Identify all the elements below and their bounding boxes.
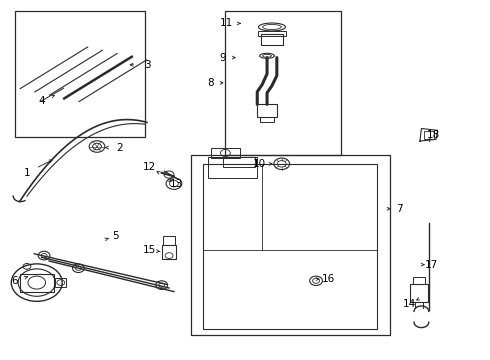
Text: 3: 3 bbox=[144, 60, 150, 70]
Bar bbox=[257, 104, 277, 117]
Text: 8: 8 bbox=[207, 78, 214, 88]
Bar bbox=[261, 34, 283, 45]
Text: 17: 17 bbox=[424, 260, 438, 270]
Bar bbox=[211, 148, 240, 158]
Text: 15: 15 bbox=[143, 245, 156, 255]
Bar bbox=[260, 117, 274, 122]
Text: 14: 14 bbox=[402, 299, 416, 309]
Bar bbox=[258, 31, 286, 36]
Bar bbox=[225, 11, 341, 155]
Bar bbox=[163, 236, 175, 245]
Bar bbox=[191, 155, 390, 335]
Text: 16: 16 bbox=[321, 274, 335, 284]
Text: 9: 9 bbox=[220, 53, 226, 63]
Text: 6: 6 bbox=[11, 276, 18, 286]
Bar bbox=[20, 274, 54, 292]
Text: 11: 11 bbox=[220, 18, 233, 28]
Bar bbox=[413, 277, 425, 284]
Bar bbox=[424, 131, 434, 139]
Bar bbox=[223, 157, 255, 167]
Text: 12: 12 bbox=[143, 162, 156, 172]
Text: 10: 10 bbox=[253, 159, 266, 169]
Text: 2: 2 bbox=[117, 143, 123, 153]
Text: 5: 5 bbox=[112, 231, 119, 241]
Bar bbox=[410, 284, 428, 302]
Text: 18: 18 bbox=[427, 130, 441, 140]
Text: 13: 13 bbox=[170, 179, 183, 189]
Bar bbox=[55, 278, 66, 287]
Text: 7: 7 bbox=[396, 204, 403, 214]
Text: 4: 4 bbox=[38, 96, 45, 106]
Bar bbox=[15, 11, 145, 137]
Bar bbox=[208, 157, 257, 178]
Text: 1: 1 bbox=[24, 168, 30, 178]
Bar bbox=[203, 164, 377, 329]
Bar bbox=[162, 245, 176, 259]
